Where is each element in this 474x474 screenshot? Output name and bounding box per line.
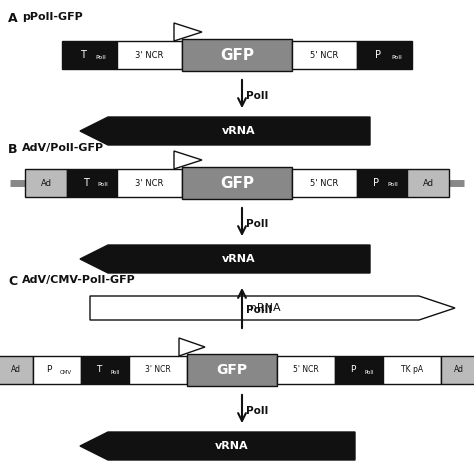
Bar — [383, 356, 441, 384]
Text: PolI: PolI — [95, 55, 106, 60]
Text: 3' NCR: 3' NCR — [135, 179, 164, 188]
Text: CMV: CMV — [60, 370, 72, 374]
Text: TK pA: TK pA — [401, 365, 423, 374]
Text: Ad: Ad — [10, 365, 20, 374]
Polygon shape — [179, 338, 205, 356]
Text: P: P — [373, 178, 379, 188]
Bar — [187, 354, 277, 386]
Text: B: B — [8, 143, 18, 156]
Text: T: T — [97, 365, 102, 374]
Bar — [117, 41, 182, 69]
Text: T: T — [83, 178, 89, 188]
Text: 5' NCR: 5' NCR — [293, 365, 319, 374]
Bar — [407, 169, 449, 197]
Text: P: P — [351, 365, 356, 374]
Text: vRNA: vRNA — [222, 254, 256, 264]
Bar — [81, 356, 129, 384]
Text: T: T — [80, 50, 86, 60]
Text: GFP: GFP — [217, 363, 247, 377]
Bar — [292, 41, 357, 69]
Text: P: P — [375, 50, 381, 60]
Text: Ad: Ad — [422, 179, 434, 188]
Bar — [357, 169, 407, 197]
Polygon shape — [174, 151, 202, 169]
Text: PolI: PolI — [391, 55, 402, 60]
Polygon shape — [90, 296, 455, 320]
Bar — [182, 167, 292, 199]
Text: GFP: GFP — [220, 175, 254, 191]
Text: mRNA: mRNA — [246, 303, 281, 313]
Bar — [117, 169, 182, 197]
Polygon shape — [174, 23, 202, 41]
Text: PolI: PolI — [111, 370, 120, 374]
Polygon shape — [80, 245, 370, 273]
Text: 5' NCR: 5' NCR — [310, 51, 338, 60]
Text: PolI: PolI — [246, 406, 268, 416]
Text: PolII: PolII — [246, 305, 272, 315]
Polygon shape — [80, 117, 370, 145]
Bar — [277, 356, 335, 384]
Text: GFP: GFP — [220, 47, 254, 63]
Bar — [357, 41, 412, 69]
Text: PolI: PolI — [98, 182, 109, 188]
Polygon shape — [80, 432, 355, 460]
Text: PolI: PolI — [388, 182, 399, 188]
Text: 3' NCR: 3' NCR — [145, 365, 171, 374]
Text: pPolI-GFP: pPolI-GFP — [22, 12, 83, 22]
Bar — [441, 356, 474, 384]
Text: AdV/CMV-PolI-GFP: AdV/CMV-PolI-GFP — [22, 275, 136, 285]
Text: vRNA: vRNA — [215, 441, 248, 451]
Text: PolI: PolI — [246, 219, 268, 229]
Bar — [0, 356, 33, 384]
Text: A: A — [8, 12, 18, 25]
Bar — [292, 169, 357, 197]
Text: PolI: PolI — [246, 91, 268, 101]
Text: vRNA: vRNA — [222, 126, 256, 136]
Text: PolI: PolI — [365, 370, 374, 374]
Text: C: C — [8, 275, 17, 288]
Bar — [129, 356, 187, 384]
Text: 3' NCR: 3' NCR — [135, 51, 164, 60]
Text: Ad: Ad — [454, 365, 464, 374]
Text: Ad: Ad — [40, 179, 52, 188]
Bar — [33, 356, 81, 384]
Text: 5' NCR: 5' NCR — [310, 179, 338, 188]
Text: AdV/PolI-GFP: AdV/PolI-GFP — [22, 143, 104, 153]
Bar — [62, 41, 117, 69]
Bar — [182, 39, 292, 71]
Bar — [25, 169, 67, 197]
Bar — [67, 169, 117, 197]
Text: P: P — [46, 365, 51, 374]
Bar — [335, 356, 383, 384]
